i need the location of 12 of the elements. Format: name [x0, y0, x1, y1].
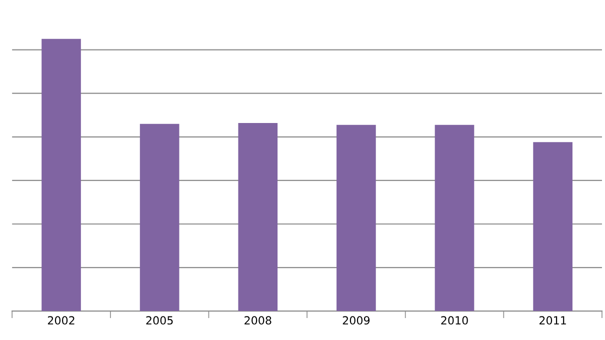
- x-tick-label: 2010: [441, 316, 468, 325]
- bar: [42, 38, 81, 312]
- bar: [434, 124, 474, 312]
- x-tick-label: 2011: [539, 316, 566, 325]
- bar: [336, 124, 376, 312]
- x-tick-label: 2008: [244, 316, 272, 325]
- bar: [140, 124, 180, 312]
- x-tick-label: 2005: [146, 316, 173, 325]
- bar: [238, 123, 278, 312]
- bar: [533, 142, 572, 312]
- x-tick-label: 2002: [48, 316, 74, 325]
- x-tick-label: 2009: [342, 316, 370, 325]
